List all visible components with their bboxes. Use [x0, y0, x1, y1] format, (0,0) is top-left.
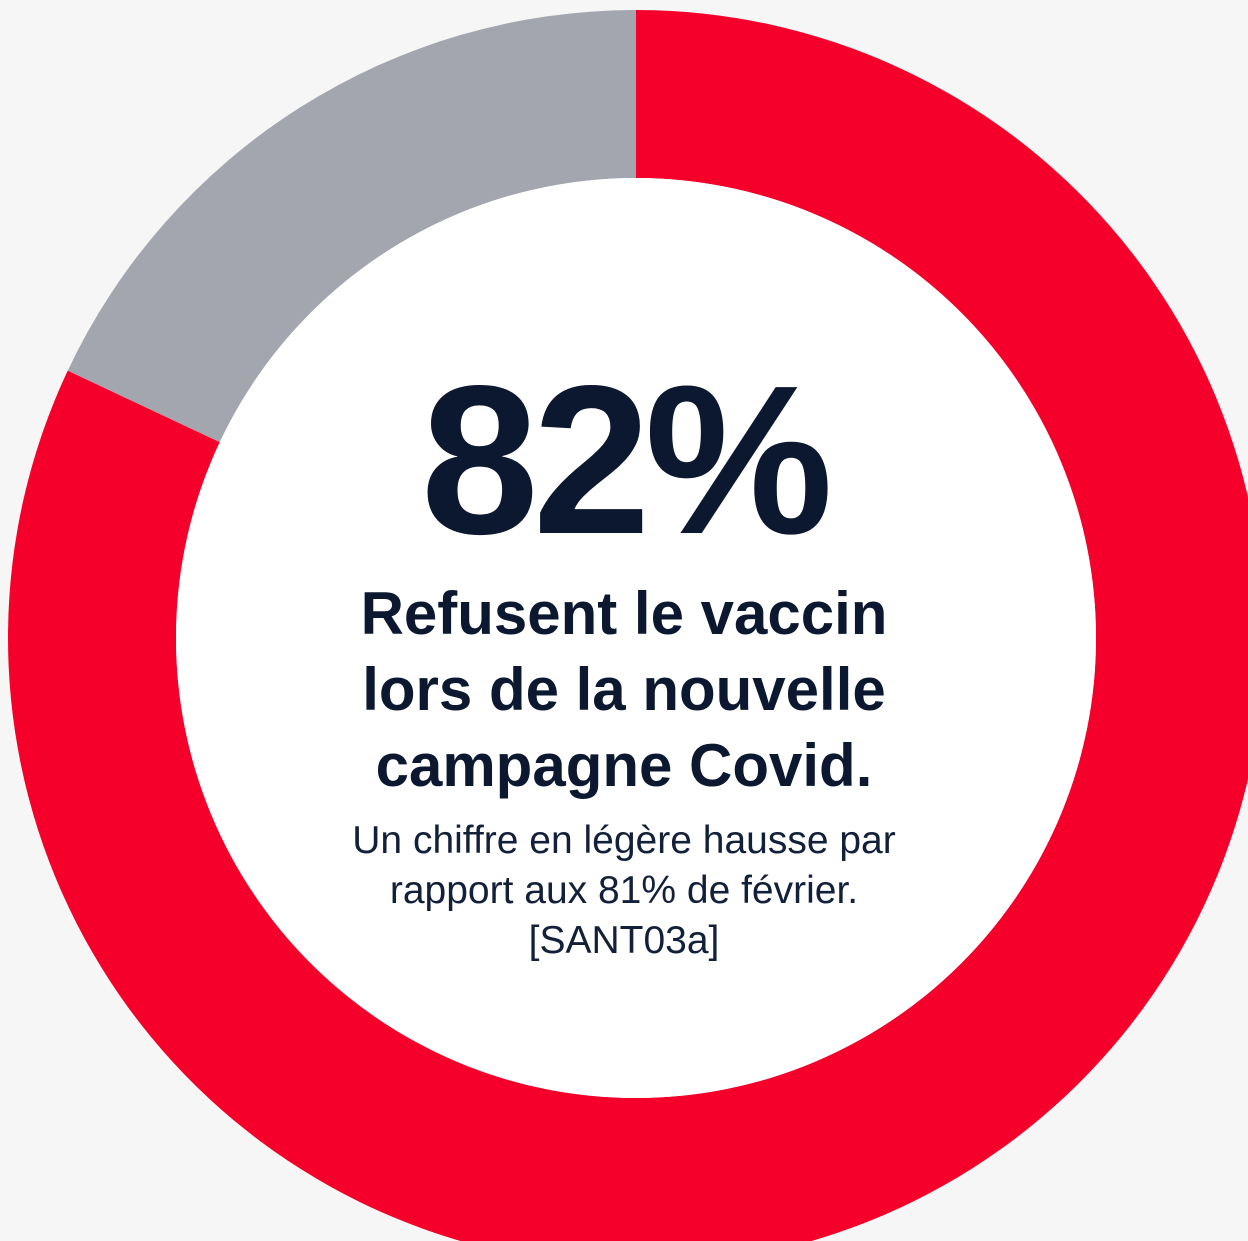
- donut-slice-2: [67, 10, 636, 443]
- center-value: 82%: [420, 341, 833, 578]
- donut-hole: [176, 178, 1096, 1098]
- chart-headline: Refusent le vaccin lors de la nouvelle c…: [360, 580, 888, 799]
- center-label: 82% Refusent le vaccin lors de la nouvel…: [274, 350, 974, 966]
- chart-note: Un chiffre en légère hausse par rapport …: [352, 819, 896, 962]
